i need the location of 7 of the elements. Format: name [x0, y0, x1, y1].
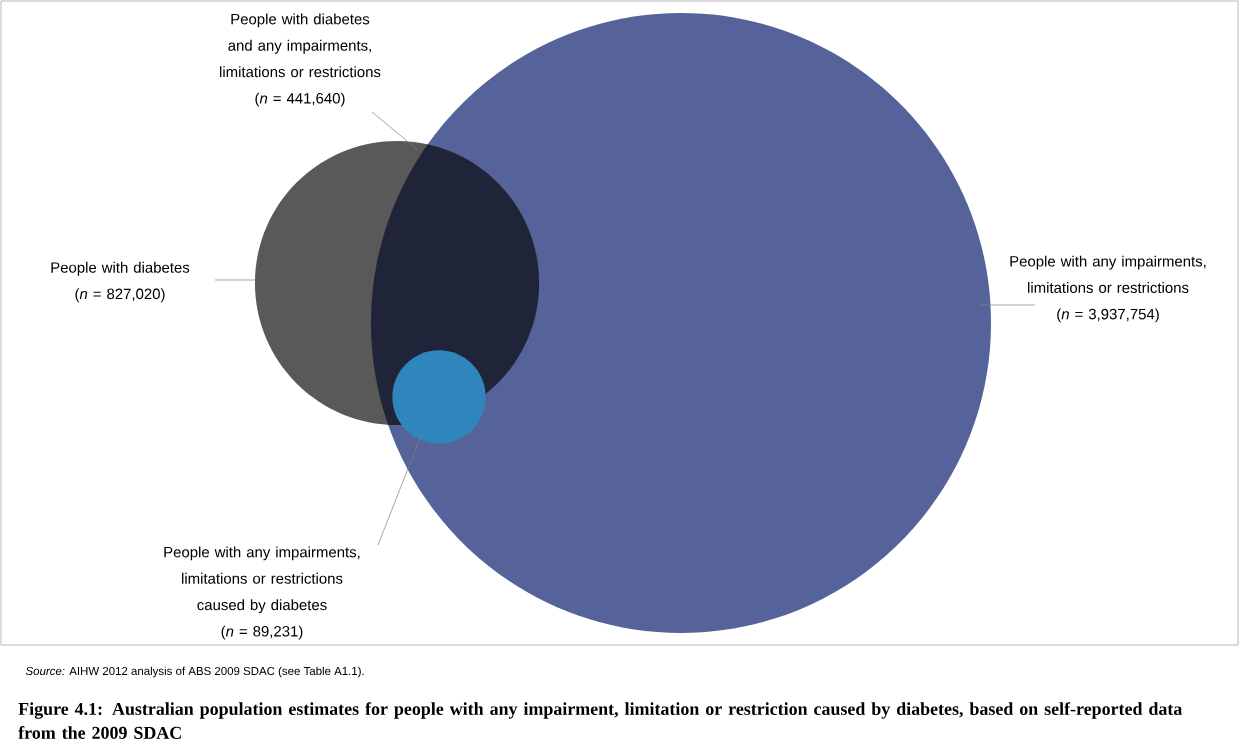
text: Figure 4.1: Australian population estimates for people with any impairment, limitation or restriction caused by diabetes, based on self-reported data from the 2009 SDAC — [18, 702, 1183, 739]
data-label: (n = 441,640) — [255, 92, 345, 107]
data-label: (n = 827,020) — [75, 288, 165, 303]
data-label: (n = 3,937,754) — [1057, 308, 1159, 323]
text: Source: AIHW 2012 analysis of ABS 2009 SDAC (see Table A1.1). — [25, 666, 364, 678]
data-label: (n = 89,231) — [221, 625, 303, 640]
category-label: People with diabetes — [51, 261, 190, 276]
